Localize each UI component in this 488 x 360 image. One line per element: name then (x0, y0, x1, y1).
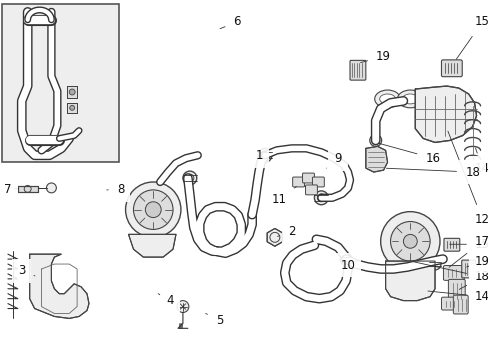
Polygon shape (18, 186, 38, 192)
Text: 18: 18 (386, 166, 479, 179)
Polygon shape (67, 86, 77, 98)
Text: 7: 7 (4, 183, 18, 197)
Text: 19: 19 (360, 50, 390, 63)
Bar (2, 4, 119, 162)
FancyBboxPatch shape (443, 238, 459, 251)
Text: 15: 15 (455, 15, 488, 59)
Circle shape (46, 183, 56, 193)
FancyBboxPatch shape (302, 173, 314, 183)
FancyBboxPatch shape (443, 266, 463, 280)
Circle shape (340, 253, 351, 265)
Circle shape (177, 301, 188, 312)
Circle shape (390, 221, 429, 261)
Polygon shape (266, 229, 282, 246)
Circle shape (428, 258, 440, 270)
Text: 9: 9 (325, 152, 341, 168)
Circle shape (369, 135, 381, 147)
Circle shape (69, 89, 75, 95)
Text: 19: 19 (466, 255, 488, 267)
Text: 14: 14 (427, 290, 488, 303)
Text: 15: 15 (449, 238, 488, 251)
Circle shape (133, 190, 173, 229)
Polygon shape (30, 254, 89, 319)
Text: 5: 5 (205, 314, 223, 327)
FancyBboxPatch shape (305, 185, 317, 195)
Text: 10: 10 (340, 258, 358, 271)
Circle shape (314, 191, 327, 205)
Circle shape (258, 148, 271, 162)
Circle shape (145, 202, 161, 217)
Circle shape (380, 212, 439, 271)
FancyBboxPatch shape (349, 60, 365, 80)
Circle shape (183, 171, 196, 185)
Ellipse shape (402, 94, 417, 104)
Circle shape (70, 105, 75, 110)
Text: 2: 2 (277, 225, 295, 238)
Ellipse shape (374, 90, 400, 108)
Polygon shape (414, 86, 476, 143)
Text: 12: 12 (447, 131, 488, 226)
Circle shape (125, 182, 181, 237)
Text: 14: 14 (474, 148, 488, 175)
Polygon shape (128, 234, 176, 257)
Text: 3: 3 (18, 265, 35, 278)
Text: 17: 17 (448, 235, 488, 267)
FancyBboxPatch shape (312, 177, 324, 187)
Text: 8: 8 (106, 183, 124, 197)
Text: 1: 1 (255, 148, 271, 162)
FancyBboxPatch shape (292, 177, 304, 187)
Ellipse shape (379, 94, 395, 104)
Ellipse shape (397, 90, 422, 108)
FancyBboxPatch shape (441, 60, 461, 77)
Text: 13: 13 (412, 262, 488, 283)
Text: 11: 11 (271, 186, 296, 206)
Text: 4: 4 (158, 294, 173, 307)
Text: 6: 6 (220, 15, 241, 29)
Polygon shape (365, 147, 387, 172)
Polygon shape (67, 103, 77, 113)
FancyBboxPatch shape (447, 279, 464, 302)
FancyBboxPatch shape (461, 260, 475, 278)
FancyBboxPatch shape (441, 297, 463, 310)
Circle shape (403, 234, 416, 248)
Text: 16: 16 (378, 143, 440, 165)
Polygon shape (385, 261, 434, 301)
FancyBboxPatch shape (452, 295, 467, 314)
Text: 18: 18 (458, 270, 488, 289)
